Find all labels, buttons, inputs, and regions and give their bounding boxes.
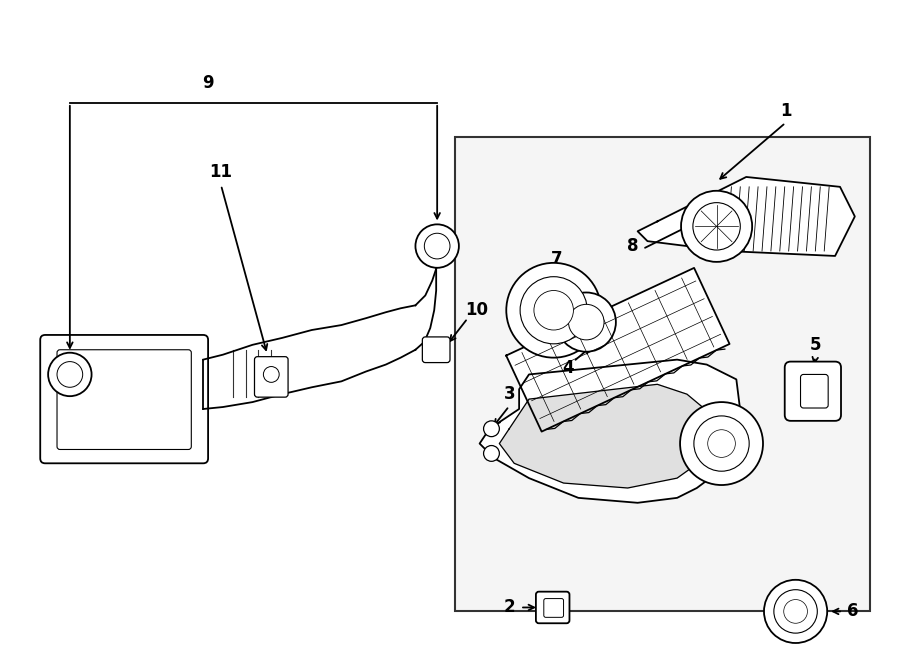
FancyBboxPatch shape [57, 350, 192, 449]
FancyBboxPatch shape [800, 374, 828, 408]
Text: 7: 7 [551, 250, 562, 268]
Text: 6: 6 [847, 602, 859, 621]
FancyBboxPatch shape [40, 335, 208, 463]
Text: 1: 1 [780, 102, 791, 120]
Circle shape [424, 233, 450, 259]
Text: 9: 9 [202, 74, 214, 92]
Circle shape [416, 224, 459, 268]
Circle shape [694, 416, 749, 471]
Text: 8: 8 [627, 237, 638, 255]
FancyBboxPatch shape [255, 357, 288, 397]
Polygon shape [500, 384, 716, 488]
Circle shape [520, 277, 587, 344]
Circle shape [774, 590, 817, 633]
Circle shape [57, 362, 83, 387]
Text: 10: 10 [464, 301, 488, 319]
Circle shape [507, 263, 601, 358]
FancyBboxPatch shape [785, 362, 841, 421]
Circle shape [483, 421, 500, 437]
Polygon shape [480, 360, 742, 503]
Circle shape [680, 402, 763, 485]
Circle shape [681, 191, 752, 262]
Circle shape [534, 291, 573, 330]
Text: 11: 11 [210, 163, 232, 181]
Circle shape [764, 580, 827, 643]
Text: 5: 5 [810, 336, 821, 354]
Circle shape [784, 600, 807, 623]
Circle shape [707, 430, 735, 457]
Circle shape [264, 367, 279, 382]
Circle shape [569, 304, 604, 340]
Circle shape [483, 446, 500, 461]
Polygon shape [506, 268, 730, 432]
FancyBboxPatch shape [536, 592, 570, 623]
Circle shape [556, 292, 616, 352]
FancyBboxPatch shape [422, 337, 450, 363]
Text: 2: 2 [503, 598, 515, 617]
Polygon shape [637, 177, 855, 256]
Text: 4: 4 [562, 358, 574, 377]
FancyBboxPatch shape [544, 599, 563, 617]
Circle shape [693, 203, 741, 250]
Text: 3: 3 [503, 385, 515, 403]
Bar [454, 137, 869, 611]
Circle shape [48, 353, 92, 396]
